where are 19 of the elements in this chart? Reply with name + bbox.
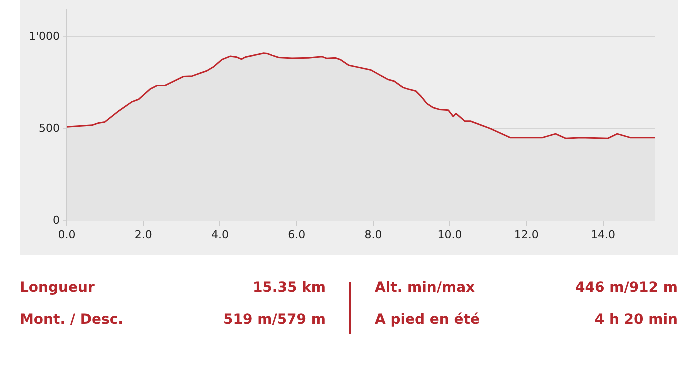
x-tick-label: 2.0 bbox=[134, 228, 152, 242]
x-tick-label: 4.0 bbox=[211, 228, 229, 242]
y-tick-label: 1'000 bbox=[28, 30, 60, 44]
x-tick-label: 6.0 bbox=[288, 228, 306, 242]
text: A pied en été bbox=[375, 312, 480, 328]
text: Longueur bbox=[20, 280, 95, 296]
text: Alt. min/max bbox=[375, 280, 476, 296]
y-tick-label: 0 bbox=[53, 214, 60, 227]
text: 4 h 20 min bbox=[594, 312, 678, 328]
x-tick-label: 12.0 bbox=[514, 228, 539, 242]
x-tick-label: 10.0 bbox=[438, 228, 462, 242]
text: 446 m/912 m bbox=[576, 280, 678, 296]
text: 519 m/579 m bbox=[224, 312, 326, 328]
x-tick-label: 14.0 bbox=[591, 228, 616, 242]
text: Mont. / Desc. bbox=[20, 312, 124, 328]
text: 15.35 km bbox=[252, 280, 326, 296]
y-tick-label: 500 bbox=[39, 122, 60, 135]
x-tick-label: 0.0 bbox=[58, 228, 76, 242]
x-tick-label: 8.0 bbox=[364, 228, 382, 242]
